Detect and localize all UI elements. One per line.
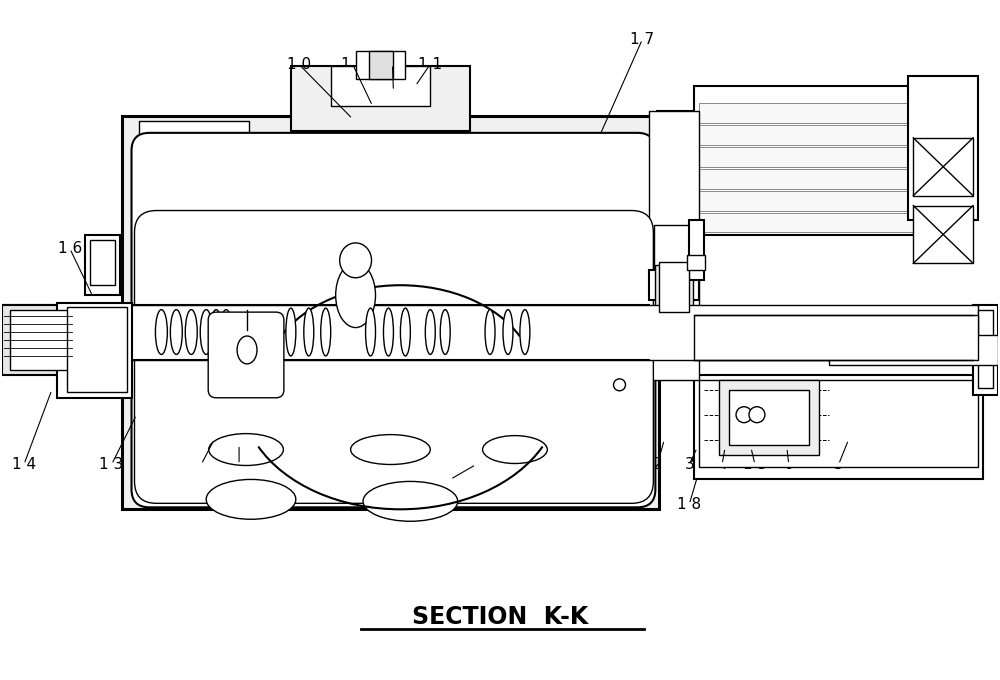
Text: 5: 5: [834, 457, 843, 472]
Text: 7: 7: [234, 457, 244, 472]
Text: 1 1: 1 1: [418, 56, 442, 71]
Bar: [689, 220, 704, 280]
Bar: [10, 310, 70, 370]
FancyBboxPatch shape: [132, 133, 655, 507]
Ellipse shape: [170, 309, 182, 354]
Bar: [369, 51, 393, 79]
FancyBboxPatch shape: [134, 211, 653, 503]
Circle shape: [385, 231, 455, 300]
Ellipse shape: [503, 309, 513, 354]
Text: 3: 3: [684, 457, 694, 472]
Bar: [729, 390, 809, 445]
Ellipse shape: [340, 243, 372, 277]
Text: 1 2: 1 2: [341, 56, 365, 71]
Bar: [661, 121, 693, 360]
Bar: [913, 138, 973, 196]
Text: 1: 1: [471, 457, 481, 472]
Ellipse shape: [483, 436, 547, 464]
Ellipse shape: [363, 481, 458, 522]
Text: 1 6: 1 6: [58, 241, 82, 256]
Ellipse shape: [485, 309, 495, 354]
Bar: [85, 235, 120, 295]
Bar: [694, 86, 923, 235]
Bar: [122, 116, 659, 509]
Ellipse shape: [383, 308, 393, 356]
Ellipse shape: [206, 479, 296, 520]
Bar: [687, 256, 705, 270]
Bar: [699, 380, 978, 467]
Bar: [699, 213, 918, 233]
Ellipse shape: [366, 308, 376, 356]
Ellipse shape: [304, 308, 314, 356]
Text: 1 5: 1 5: [743, 457, 767, 472]
Ellipse shape: [200, 309, 212, 354]
Bar: [291, 66, 470, 131]
Text: 4: 4: [717, 457, 727, 472]
Ellipse shape: [210, 309, 222, 354]
Bar: [973, 305, 998, 395]
Ellipse shape: [321, 308, 331, 356]
Ellipse shape: [209, 434, 283, 466]
Text: 2: 2: [653, 457, 662, 472]
Bar: [90, 241, 115, 285]
Text: 1 3: 1 3: [99, 457, 124, 472]
Bar: [978, 310, 993, 388]
Bar: [654, 226, 699, 280]
Text: SECTION  K-K: SECTION K-K: [412, 605, 588, 629]
Bar: [913, 205, 973, 263]
FancyBboxPatch shape: [208, 312, 284, 398]
Bar: [649, 270, 699, 300]
Bar: [699, 169, 918, 188]
Bar: [2, 305, 77, 375]
Bar: [455, 136, 555, 245]
Ellipse shape: [336, 262, 376, 328]
Text: 6: 6: [784, 457, 794, 472]
Ellipse shape: [286, 308, 296, 356]
Text: 1 0: 1 0: [287, 56, 311, 71]
Ellipse shape: [220, 309, 232, 354]
Ellipse shape: [400, 308, 410, 356]
Bar: [2, 305, 978, 360]
Bar: [139, 121, 249, 241]
Circle shape: [736, 407, 752, 423]
Text: 9: 9: [388, 56, 397, 71]
Ellipse shape: [185, 309, 197, 354]
Bar: [657, 111, 697, 380]
Bar: [67, 307, 127, 392]
Bar: [829, 335, 998, 365]
Text: 1 8: 1 8: [677, 497, 701, 512]
Bar: [356, 51, 405, 79]
Bar: [655, 265, 693, 330]
Ellipse shape: [425, 309, 435, 354]
Bar: [719, 380, 819, 454]
Bar: [659, 262, 689, 312]
Bar: [57, 303, 132, 398]
Bar: [649, 111, 699, 380]
Text: 1 7: 1 7: [630, 32, 654, 47]
Bar: [908, 76, 978, 220]
Circle shape: [749, 407, 765, 423]
Text: 8: 8: [196, 457, 206, 472]
Bar: [699, 125, 918, 145]
Circle shape: [201, 235, 271, 305]
Bar: [331, 66, 430, 106]
Ellipse shape: [351, 435, 430, 464]
Ellipse shape: [520, 309, 530, 354]
Ellipse shape: [440, 309, 450, 354]
Ellipse shape: [237, 336, 257, 364]
Bar: [699, 147, 918, 167]
Bar: [699, 103, 918, 123]
Bar: [694, 375, 983, 479]
Bar: [699, 190, 918, 211]
Circle shape: [614, 379, 625, 391]
Bar: [694, 315, 978, 360]
Text: 1 4: 1 4: [12, 457, 36, 472]
Ellipse shape: [155, 309, 167, 354]
